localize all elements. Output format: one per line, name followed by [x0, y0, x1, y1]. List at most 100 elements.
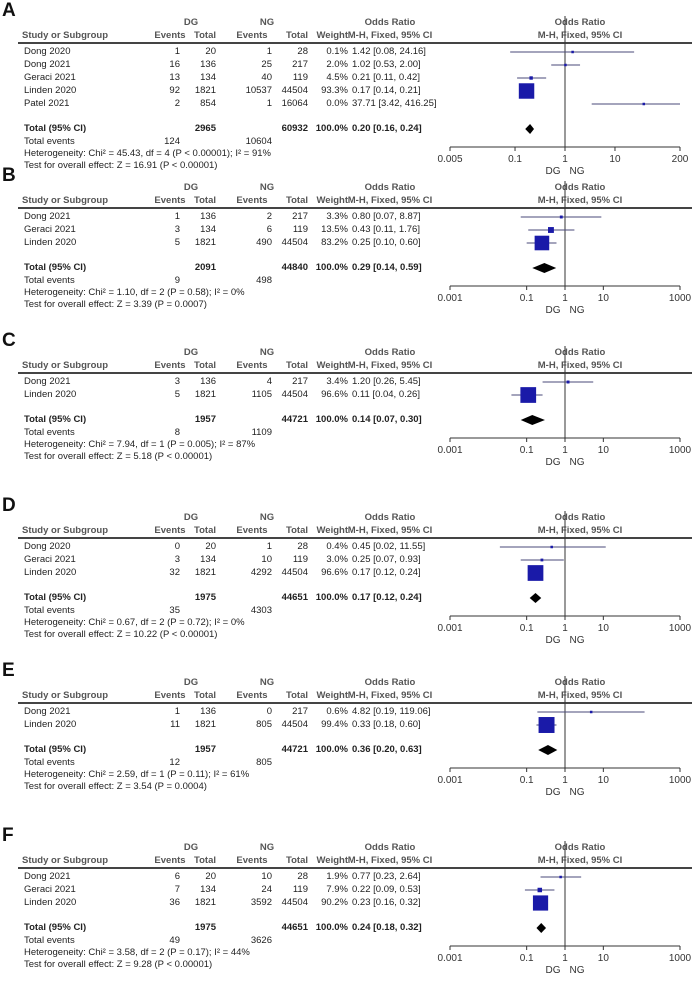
dg-events-value: 2: [174, 98, 180, 109]
dg-total-header: Total: [194, 690, 216, 701]
study-point-square: [548, 227, 554, 233]
ng-total-value: 119: [292, 72, 308, 83]
weight-value: 2.0%: [326, 59, 348, 70]
weight-header: Weight: [316, 360, 349, 371]
x-tick-label: 1000: [669, 775, 692, 786]
dg-total-value: 20: [205, 541, 216, 552]
dg-events-value: 11: [170, 719, 180, 730]
weight-header: Weight: [316, 690, 349, 701]
panel-e: E DG NG Odds Ratio Odds Ratio Study or Subgro…: [0, 660, 694, 825]
odds-ratio-value: 1.42 [0.08, 24.16]: [352, 46, 426, 57]
overall-effect-text: Test for overall effect: Z = 5.18 (P < 0…: [24, 451, 213, 462]
ng-group-header: NG: [259, 842, 275, 853]
ng-events-value: 4: [266, 376, 272, 387]
ng-total-value: 16064: [281, 98, 308, 109]
dg-total-value: 1821: [194, 567, 216, 578]
ng-total-header: Total: [286, 195, 308, 206]
dg-total-value: 1821: [194, 85, 216, 96]
total-events-label: Total events: [24, 427, 75, 438]
weight-value: 1.9%: [326, 871, 348, 882]
dg-events-value: 3: [174, 554, 180, 565]
study-point-square: [566, 380, 570, 384]
total-events-label: Total events: [24, 935, 75, 946]
ng-events-value: 2: [266, 211, 272, 222]
forest-plot-area: 0.001 0.1 1 10 1000 DG NG: [437, 346, 692, 468]
odds-ratio-value: 1.02 [0.53, 2.00]: [352, 59, 421, 70]
x-tick-label: 0.1: [508, 154, 522, 165]
odds-ratio-plot-header: Odds Ratio: [554, 842, 606, 853]
x-tick-label: 10: [598, 293, 610, 304]
ng-total-sum: 44721: [281, 414, 308, 425]
favours-ng-label: NG: [570, 457, 585, 468]
forest-plot-area: 0.001 0.1 1 10 1000 DG NG: [437, 181, 692, 316]
odds-ratio-value: 0.80 [0.07, 8.87]: [352, 211, 421, 222]
x-tick-label: 0.1: [520, 623, 534, 634]
total-odds-ratio: 0.17 [0.12, 0.24]: [352, 592, 422, 603]
or-method-header: M-H, Fixed, 95% CI: [347, 525, 433, 536]
weight-value: 0.0%: [326, 98, 348, 109]
ng-events-value: 490: [256, 237, 272, 248]
total-ci-label: Total (95% CI): [24, 262, 87, 273]
or-plot-method-header: M-H, Fixed, 95% CI: [537, 195, 623, 206]
x-tick-label: 1: [562, 154, 568, 165]
ng-total-value: 44504: [281, 897, 308, 908]
ng-total-value: 217: [292, 59, 308, 70]
ng-events-header: Events: [236, 30, 268, 41]
forest-plot-area: 0.005 0.1 1 10 200 DG NG: [437, 16, 689, 177]
x-tick-label: 1000: [669, 293, 692, 304]
panel-label: C: [2, 330, 16, 351]
favours-ng-label: NG: [570, 787, 585, 798]
total-weight: 100.0%: [315, 262, 348, 273]
ng-total-value: 28: [297, 541, 308, 552]
dg-events-value: 32: [169, 567, 180, 578]
total-events-label: Total events: [24, 136, 75, 147]
total-weight: 100.0%: [315, 592, 348, 603]
total-events-label: Total events: [24, 275, 75, 286]
ng-events-value: 1105: [251, 389, 272, 400]
dg-total-sum: 1957: [194, 414, 216, 425]
weight-value: 93.3%: [321, 85, 348, 96]
total-events-label: Total events: [24, 757, 75, 768]
study-name: Dong 2021: [24, 706, 71, 717]
dg-total-header: Total: [194, 30, 216, 41]
ng-group-header: NG: [259, 677, 275, 688]
heterogeneity-text: Heterogeneity: Chi² = 45.43, df = 4 (P <…: [24, 148, 271, 159]
x-tick-label: 0.1: [520, 775, 534, 786]
study-point-square: [642, 102, 646, 106]
ng-events-value: 10: [261, 554, 272, 565]
odds-ratio-value: 0.11 [0.04, 0.26]: [352, 389, 420, 400]
x-tick-label: 0.1: [520, 445, 534, 456]
x-tick-label: 10: [598, 775, 610, 786]
odds-ratio-value: 1.20 [0.26, 5.45]: [352, 376, 421, 387]
study-name: Geraci 2021: [24, 884, 76, 895]
favours-dg-label: DG: [546, 635, 561, 646]
odds-ratio-value: 4.82 [0.19, 119.06]: [352, 706, 431, 717]
dg-total-header: Total: [194, 195, 216, 206]
odds-ratio-value: 0.45 [0.02, 11.55]: [352, 541, 426, 552]
x-tick-label: 1: [562, 293, 568, 304]
dg-total-events: 124: [164, 136, 180, 147]
odds-ratio-value: 0.25 [0.07, 0.93]: [352, 554, 421, 565]
ng-events-value: 4292: [250, 567, 272, 578]
ng-total-events: 805: [256, 757, 272, 768]
ng-group-header: NG: [259, 17, 275, 28]
study-name: Patel 2021: [24, 98, 70, 109]
forest-plot-area: 0.001 0.1 1 10 1000 DG NG: [437, 511, 692, 646]
weight-value: 0.6%: [326, 706, 348, 717]
header-rule: [18, 207, 692, 209]
dg-events-value: 5: [174, 389, 180, 400]
or-plot-method-header: M-H, Fixed, 95% CI: [537, 855, 623, 866]
dg-total-sum: 1975: [194, 922, 216, 933]
dg-total-value: 136: [200, 376, 216, 387]
ng-group-header: NG: [259, 512, 275, 523]
heterogeneity-text: Heterogeneity: Chi² = 2.59, df = 1 (P = …: [24, 769, 250, 780]
panel-f: F DG NG Odds Ratio Odds Ratio Study or Subgro…: [0, 825, 694, 990]
header-rule: [18, 702, 692, 704]
weight-value: 3.4%: [326, 376, 348, 387]
dg-total-value: 1821: [194, 237, 216, 248]
study-name: Linden 2020: [24, 719, 77, 730]
study-column-header: Study or Subgroup: [22, 855, 109, 866]
total-weight: 100.0%: [315, 744, 348, 755]
weight-value: 4.5%: [326, 72, 348, 83]
odds-ratio-value: 0.21 [0.11, 0.42]: [352, 72, 420, 83]
